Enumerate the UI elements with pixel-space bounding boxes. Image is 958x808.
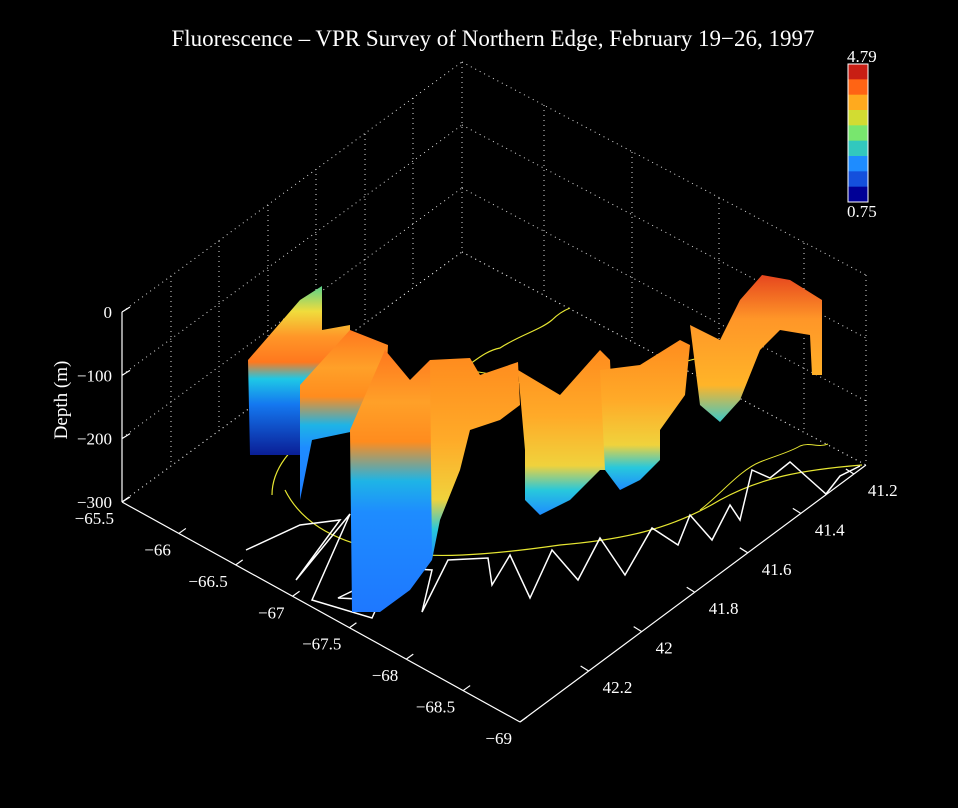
x-tick-label: −66.5 — [188, 572, 227, 591]
x-tick-mark — [178, 527, 187, 534]
y-tick-mark — [739, 547, 749, 554]
y-axis-line — [519, 464, 867, 723]
x-tick-label: −67.5 — [302, 635, 341, 654]
colorbar-band-7 — [848, 171, 868, 188]
z-tick-label: 0 — [104, 303, 113, 322]
colorbar: 4.79 0.75 — [847, 47, 877, 221]
y-ticks: 41.2 41.4 41.6 41.8 42 42.2 — [580, 468, 898, 697]
y-tick-mark — [845, 468, 855, 475]
depth-contour-right — [699, 443, 829, 511]
y-tick-label: 42 — [656, 639, 673, 658]
y-tick-mark — [686, 586, 696, 593]
z-tick-label: −300 — [77, 493, 112, 512]
curtain-section-6 — [600, 340, 690, 490]
y-tick-mark — [580, 665, 589, 672]
colorbar-frame — [847, 63, 869, 203]
colorbar-band-3 — [848, 110, 868, 126]
x-tick-mark — [462, 685, 471, 692]
colorbar-band-6 — [848, 156, 868, 172]
z-tick-label: −100 — [77, 366, 112, 385]
z-tick-mark — [121, 433, 131, 440]
x-tick-label: −66 — [144, 540, 171, 559]
colorbar-band-8 — [848, 186, 868, 203]
x-tick-label: −67 — [258, 603, 285, 622]
colorbar-band-5 — [848, 140, 868, 157]
x-tick-label: −69 — [485, 729, 512, 748]
z-ticks: 0 −100 −200 −300 — [77, 303, 131, 512]
y-tick-mark — [792, 507, 802, 514]
x-tick-mark — [519, 716, 528, 723]
z-tick-mark — [121, 369, 131, 376]
y-tick-label: 41.4 — [815, 520, 845, 539]
axes — [121, 312, 867, 723]
z-tick-label: −200 — [77, 430, 112, 449]
x-tick-label: −68 — [372, 666, 399, 685]
colorbar-band-1 — [848, 79, 868, 96]
ship-track — [245, 461, 861, 619]
curtain-section-7 — [690, 275, 822, 422]
x-tick-mark — [292, 590, 300, 597]
colorbar-band-0 — [848, 64, 868, 80]
y-tick-label: 41.2 — [868, 481, 898, 500]
y-tick-mark — [633, 626, 642, 633]
colorbar-min-label: 0.75 — [847, 202, 877, 221]
y-tick-label: 41.6 — [762, 560, 792, 579]
x-ticks: −65.5 −66 −66.5 −67 −67.5 −68 −68.5 −69 — [75, 496, 528, 748]
colorbar-max-label: 4.79 — [847, 47, 877, 66]
x-tick-label: −65.5 — [75, 509, 114, 528]
fluorescence-curtains — [248, 275, 822, 612]
x-axis-line — [121, 501, 521, 723]
x-tick-mark — [235, 559, 244, 566]
z-tick-mark — [121, 306, 131, 313]
colorbar-band-2 — [848, 94, 868, 111]
x-tick-label: −68.5 — [416, 698, 455, 717]
y-tick-label: 41.8 — [709, 599, 739, 618]
grid-lines — [121, 61, 867, 503]
x-tick-mark — [349, 622, 357, 629]
x-tick-mark — [405, 653, 414, 660]
chart-title: Fluorescence – VPR Survey of Northern Ed… — [171, 26, 814, 51]
z-axis-label: Depth (m) — [51, 361, 72, 440]
curtain-section-4 — [430, 358, 520, 560]
x-tick-mark — [121, 496, 130, 503]
curtain-section-5 — [518, 350, 615, 515]
colorbar-band-4 — [848, 125, 868, 142]
y-tick-label: 42.2 — [603, 678, 633, 697]
curtain-section-3 — [350, 350, 432, 612]
curtain-section-2 — [300, 330, 388, 520]
